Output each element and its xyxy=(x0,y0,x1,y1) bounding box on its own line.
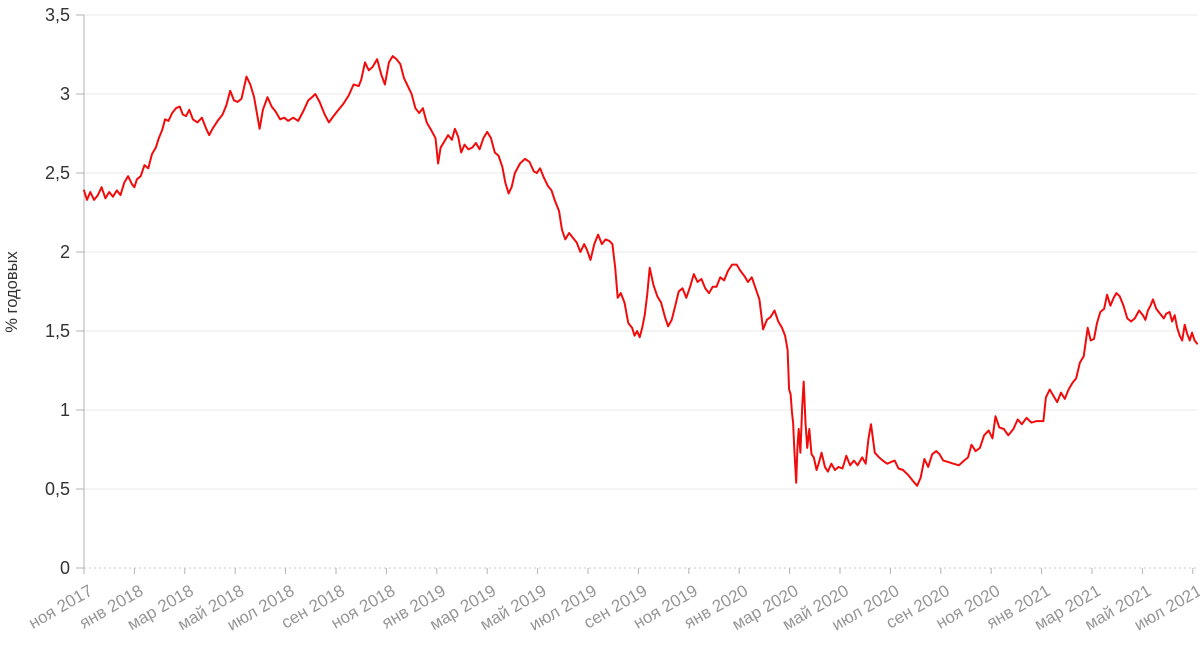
series-layer xyxy=(83,55,1199,487)
y-tick-label: 0 xyxy=(60,558,70,578)
series-line xyxy=(83,55,1199,487)
y-tick-label: 1,5 xyxy=(45,321,70,341)
y-tick-label: 3 xyxy=(60,84,70,104)
y-tick-label: 1 xyxy=(60,400,70,420)
y-tick-label: 2,5 xyxy=(45,163,70,183)
y-tick-label: 3,5 xyxy=(45,5,70,25)
y-tick-label: 2 xyxy=(60,242,70,262)
y-tick-label: 0,5 xyxy=(45,479,70,499)
y-axis-title: % годовых xyxy=(3,251,21,333)
grid-layer xyxy=(84,14,1197,569)
